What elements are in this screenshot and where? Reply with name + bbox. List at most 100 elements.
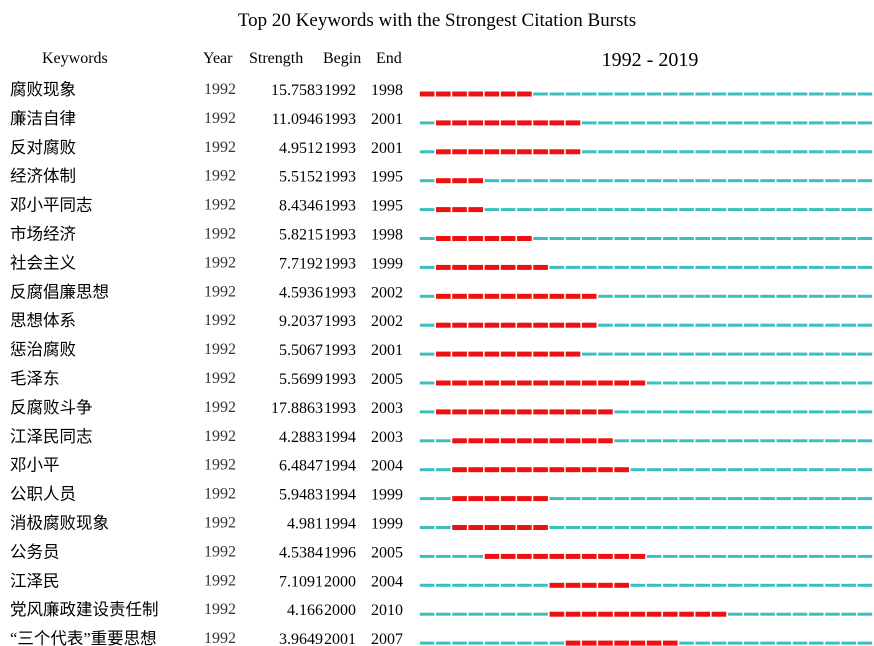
strength-value: 5.8215 [279, 227, 323, 244]
timeline-segment [614, 208, 629, 212]
timeline-segment [792, 92, 808, 96]
timeline-segment [679, 294, 694, 298]
timeline-segment [792, 641, 808, 645]
timeline-segment [581, 526, 597, 529]
timeline-segment [857, 381, 873, 385]
timeline-segment [614, 121, 629, 125]
timeline-segment [695, 439, 711, 443]
burst-segment [500, 264, 516, 270]
burst-segment [663, 640, 678, 646]
timeline-segment [646, 121, 662, 125]
burst-segment [452, 264, 467, 270]
burst-segment [452, 409, 467, 415]
timeline-segment [744, 583, 759, 587]
burst-segment [711, 611, 727, 617]
end-value: 1999 [371, 255, 403, 272]
burst-segment [598, 611, 613, 617]
timeline-segment [419, 468, 435, 472]
timeline-segment [598, 237, 613, 240]
burst-segment [533, 264, 548, 270]
timeline-segment [663, 468, 678, 472]
timeline-segment [857, 92, 873, 96]
timeline-segment [679, 208, 694, 212]
burst-segment [565, 322, 581, 328]
timeline-segment [646, 526, 662, 529]
timeline-segment [419, 121, 435, 125]
timeline-segment [727, 92, 743, 96]
timeline-segment [646, 381, 662, 385]
timeline-segment [711, 121, 727, 125]
timeline-segment [581, 352, 597, 356]
timeline-segment [825, 208, 840, 212]
burst-segment [549, 611, 565, 617]
timeline-segment [663, 497, 678, 501]
year-value: 1992 [204, 197, 236, 214]
timeline-segment [727, 294, 743, 298]
timeline-segment [695, 265, 711, 269]
strength-value: 7.7192 [279, 255, 323, 272]
timeline-segment [825, 554, 840, 558]
burst-segment [663, 611, 678, 617]
timeline-segment [517, 583, 532, 587]
timeline-segment [614, 497, 629, 501]
timeline-segment [857, 208, 873, 212]
begin-value: 1993 [324, 313, 356, 330]
timeline-segment [549, 497, 565, 501]
strength-value: 6.4847 [279, 458, 323, 475]
begin-value: 1993 [324, 255, 356, 272]
burst-segment [452, 236, 467, 241]
begin-value: 1996 [324, 544, 356, 561]
burst-segment [533, 409, 548, 415]
timeline-segment [598, 265, 613, 269]
begin-value: 1993 [324, 198, 356, 215]
timeline-segment [484, 612, 500, 616]
timeline-segment [727, 554, 743, 558]
strength-value: 8.4346 [279, 198, 323, 215]
strength-value: 4.166 [287, 602, 323, 619]
timeline-segment [711, 497, 727, 501]
timeline-segment [581, 265, 597, 269]
burst-segment [549, 467, 565, 473]
burst-segment [436, 293, 451, 299]
burst-segment [517, 351, 532, 357]
timeline-segment [630, 526, 646, 529]
burst-segment [565, 640, 581, 646]
keyword-label: 邓小平 [10, 456, 60, 475]
timeline-segment [614, 179, 629, 183]
burst-segment [517, 438, 532, 444]
timeline-segment [792, 237, 808, 240]
timeline-segment [581, 121, 597, 125]
burst-segment [565, 120, 581, 126]
timeline-segment [614, 323, 629, 327]
timeline-segment [695, 468, 711, 472]
keyword-label: 江泽民同志 [10, 427, 93, 446]
timeline-segment [808, 497, 824, 501]
burst-segment [533, 120, 548, 126]
timeline-segment [857, 497, 873, 501]
header-year: Year [203, 50, 233, 67]
end-value: 2003 [371, 400, 403, 417]
burst-segment [533, 525, 548, 530]
timeline-segment [533, 641, 548, 645]
year-value: 1992 [204, 543, 236, 560]
timeline-segment [857, 583, 873, 587]
timeline-segment [841, 641, 856, 645]
timeline-segment [646, 294, 662, 298]
strength-value: 9.2037 [279, 313, 323, 330]
burst-segment [484, 496, 500, 502]
timeline-segment [581, 208, 597, 212]
begin-value: 2001 [324, 631, 356, 646]
timeline-segment [744, 468, 759, 472]
timeline-segment [646, 323, 662, 327]
timeline-segment [630, 439, 646, 443]
timeline-segment [679, 468, 694, 472]
timeline-segment [825, 468, 840, 472]
burst-segment [565, 582, 581, 588]
year-value: 1992 [204, 254, 236, 271]
timeline-segment [857, 468, 873, 472]
timeline-segment [517, 612, 532, 616]
timeline-segment [468, 583, 484, 587]
timeline-segment [630, 92, 646, 96]
timeline-segment [663, 554, 678, 558]
begin-value: 1993 [324, 371, 356, 388]
